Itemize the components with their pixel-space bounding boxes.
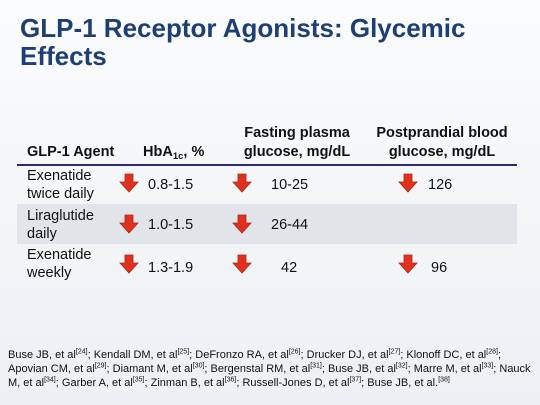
references: Buse JB, et al[24]; Kendall DM, et al[25… [8, 348, 534, 390]
reference-item: Zinman B, et al[36]; [150, 376, 243, 389]
table-row: Exenatide twice daily 0.8-1.5 10-25 126 [17, 166, 517, 204]
agent-name: Exenatide weekly [27, 247, 92, 281]
reference-item: Diamant M, et al[30]; [112, 362, 211, 375]
down-arrow-icon [232, 173, 252, 193]
reference-item: DeFronzo RA, et al[26]; [195, 348, 307, 361]
hba1c-value: 1.0-1.5 [148, 217, 194, 233]
down-arrow-icon [398, 173, 418, 193]
reference-item: Marre M, et al[33]; [413, 362, 500, 375]
header-agent: GLP-1 Agent [27, 144, 115, 160]
agent-name: Exenatide twice daily [27, 168, 94, 202]
down-arrow-icon [119, 254, 139, 274]
ppg-value: 126 [428, 177, 453, 193]
reference-item: Drucker DJ, et al[27]; [306, 348, 407, 361]
header-divider [17, 164, 517, 166]
hba1c-value: 1.3-1.9 [148, 260, 194, 276]
reference-item: Kendall DM, et al[25]; [93, 348, 196, 361]
fpg-value: 42 [281, 260, 298, 276]
hba1c-value: 0.8-1.5 [148, 177, 194, 193]
down-arrow-icon [119, 173, 139, 193]
ppg-value: 96 [431, 260, 448, 276]
title-line-2: Effects [20, 41, 107, 71]
header-ppg: Postprandial blood glucose, mg/dL [376, 125, 508, 160]
down-arrow-icon [232, 214, 252, 234]
down-arrow-icon [398, 254, 418, 274]
fpg-value: 10-25 [271, 177, 309, 193]
agent-name: Liraglutide daily [27, 208, 94, 242]
table-row: Liraglutide daily 1.0-1.5 26-44 [17, 204, 517, 244]
reference-item: Bergenstal RM, et al[31]; [210, 362, 329, 375]
reference-item: Buse JB, et al[24]; [8, 348, 94, 361]
table-row: Exenatide weekly 1.3-1.9 42 96 [17, 244, 517, 286]
slide-title: GLP-1 Receptor Agonists: Glycemic Effect… [20, 14, 525, 70]
header-hba1c: HbA1c, % [143, 144, 205, 162]
reference-item: Garber A, et al[35]; [61, 376, 151, 389]
reference-item: Russell-Jones D, et al[37]; [242, 376, 368, 389]
header-fpg: Fasting plasma glucose, mg/dL [243, 125, 351, 160]
down-arrow-icon [119, 214, 139, 234]
down-arrow-icon [232, 254, 252, 274]
reference-item: Buse JB, et al[32]; [328, 362, 414, 375]
reference-item: Klonoff DC, et al[28]; [406, 348, 502, 361]
fpg-value: 26-44 [271, 217, 309, 233]
reference-item: Apovian CM, et al[29]; [8, 362, 113, 375]
reference-item: Nauck M, et al[34]; [8, 363, 531, 389]
title-line-1: GLP-1 Receptor Agonists: Glycemic [20, 13, 466, 43]
reference-item: Buse JB, et al.[38] [367, 376, 450, 389]
